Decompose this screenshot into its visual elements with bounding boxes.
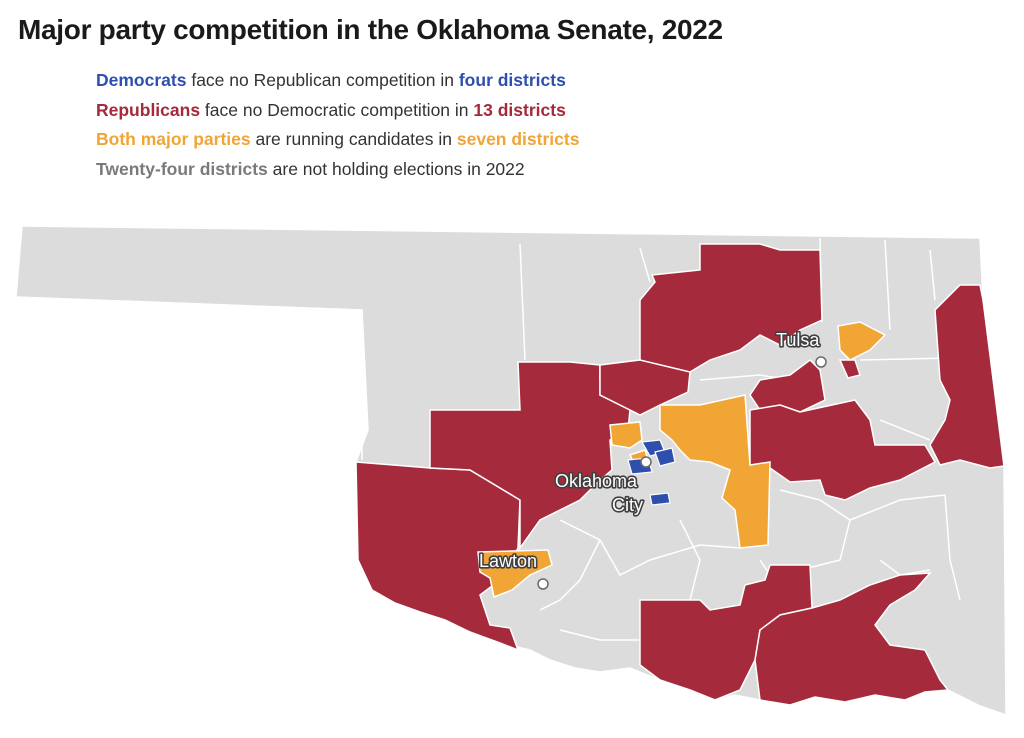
lawton-marker — [537, 578, 549, 590]
both-parties-districts — [477, 321, 887, 599]
legend-row-democrats: Democrats face no Republican competition… — [96, 68, 579, 98]
city-markers — [537, 356, 827, 590]
map-title: Major party competition in the Oklahoma … — [18, 14, 723, 45]
legend-lead: Democrats — [96, 70, 187, 90]
legend-row-republicans: Republicans face no Democratic competiti… — [96, 98, 579, 128]
legend-tail: 13 districts — [473, 99, 566, 120]
tulsa-marker — [815, 356, 827, 368]
legend: Democrats face no Republican competition… — [96, 68, 579, 186]
legend-lead: Both major parties — [96, 129, 251, 149]
legend-row-both-parties: Both major parties are running candidate… — [96, 127, 579, 157]
district-republican — [754, 572, 950, 706]
lawton-label: Lawton — [479, 551, 537, 571]
legend-row-no-election: Twenty-four districts are not holding el… — [96, 157, 579, 187]
republican-districts — [355, 243, 1005, 706]
district-republican — [929, 284, 1005, 469]
oklahoma-city-label-line1: Oklahoma — [555, 471, 638, 491]
oklahoma-city-marker — [640, 456, 652, 468]
legend-tail: four districts — [458, 70, 566, 90]
district-democrat — [654, 447, 676, 467]
district-both-parties — [837, 321, 887, 361]
tulsa-label: Tulsa — [776, 330, 820, 350]
legend-lead: Republicans — [96, 99, 201, 120]
district-republican — [749, 399, 937, 501]
legend-tail: seven districts — [456, 129, 580, 149]
oklahoma-city-label-line2: City — [612, 495, 643, 515]
legend-lead: Twenty-four districts — [96, 158, 268, 179]
district-republican — [749, 359, 826, 413]
legend-text: face no Democratic competition in — [200, 99, 474, 120]
district-republican — [429, 361, 631, 551]
legend-text: are not holding elections in 2022 — [267, 158, 525, 179]
district-both-parties — [659, 394, 771, 549]
legend-text: are running candidates in — [250, 129, 457, 149]
district-democrat — [649, 492, 671, 506]
city-labels: Tulsa Oklahoma City Lawton — [477, 328, 822, 572]
legend-text: face no Republican competition in — [186, 70, 459, 90]
district-both-parties — [477, 549, 553, 599]
district-both-parties — [609, 421, 643, 449]
